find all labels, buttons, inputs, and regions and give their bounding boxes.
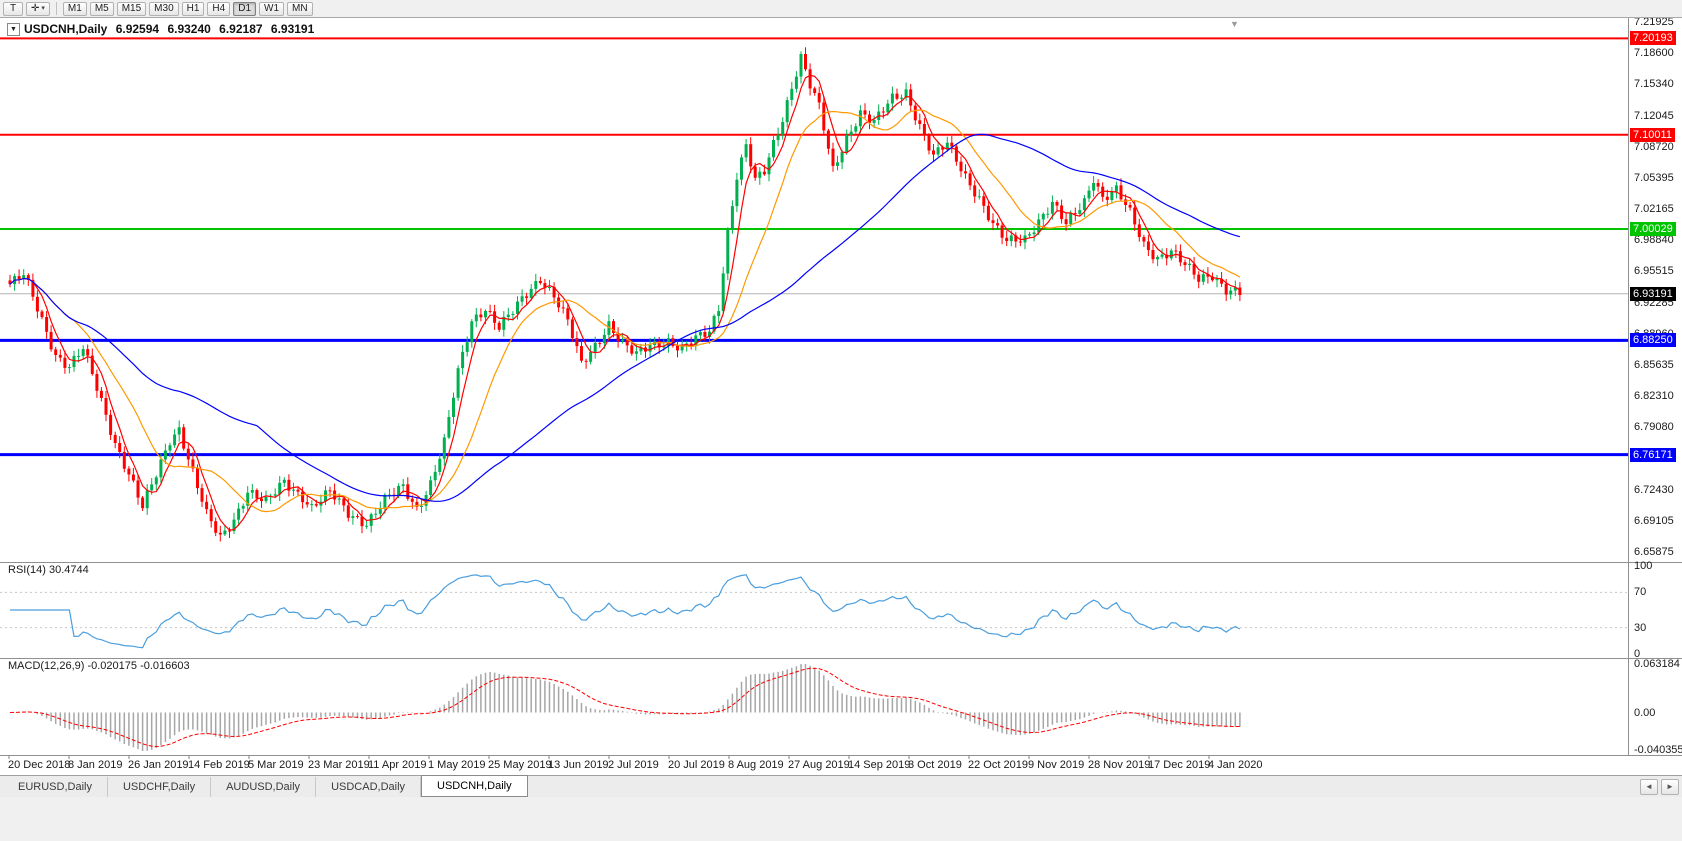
- date-axis-label: 28 Nov 2019: [1088, 759, 1151, 771]
- price-axis-label: 7.05395: [1634, 171, 1674, 184]
- chart-title: USDCNH,Daily 6.92594 6.93240 6.92187 6.9…: [24, 22, 319, 36]
- tab-scroll-left-button[interactable]: ◄: [1640, 778, 1658, 795]
- date-axis-label: 20 Dec 2018: [8, 759, 71, 771]
- macd-axis-label: -0.040355: [1634, 744, 1682, 756]
- date-axis-label: 5 Mar 2019: [248, 759, 304, 771]
- tab-usdcad-daily[interactable]: USDCAD,Daily: [316, 776, 422, 797]
- level-price-badge: 6.88250: [1630, 333, 1676, 348]
- ohlc-low: 6.92187: [219, 22, 263, 36]
- date-axis-label: 13 Jun 2019: [548, 759, 609, 771]
- price-axis-label: 7.18600: [1634, 47, 1674, 60]
- price-axis-label: 7.08720: [1634, 140, 1674, 153]
- date-axis-label: 9 Nov 2019: [1028, 759, 1085, 771]
- date-axis-label: 3 Oct 2019: [908, 759, 962, 771]
- macd-axis-label: 0.00: [1634, 706, 1656, 719]
- chart-shift-marker-icon[interactable]: ▼: [1230, 19, 1239, 29]
- price-axis-label: 6.69105: [1634, 514, 1674, 527]
- rsi-axis-label: 30: [1634, 621, 1647, 634]
- price-axis-label: 6.72430: [1634, 483, 1674, 496]
- level-price-badge: 7.20193: [1630, 31, 1676, 46]
- ohlc-high: 6.93240: [167, 22, 211, 36]
- price-axis-label: 6.65875: [1634, 546, 1674, 558]
- timeframe-button-h1[interactable]: H1: [181, 1, 205, 16]
- chevron-down-icon: ▾: [41, 5, 45, 12]
- ohlc-open: 6.92594: [115, 22, 160, 36]
- crosshair-icon: ✛: [31, 2, 40, 14]
- date-axis-label: 4 Jan 2020: [1208, 759, 1263, 771]
- toolbar: T ✛ ▾ M1 M5 M15 M30 H1 H4 D1 W1 MN: [0, 0, 1682, 18]
- date-axis-label: 26 Jan 2019: [128, 759, 189, 771]
- date-axis-label: 22 Oct 2019: [968, 759, 1028, 771]
- date-axis-label: 14 Sep 2019: [848, 759, 911, 771]
- tab-usdcnh-daily[interactable]: USDCNH,Daily: [421, 774, 528, 797]
- price-axis-label: 6.85635: [1634, 358, 1674, 371]
- timeframe-button-h4[interactable]: H4: [207, 1, 231, 16]
- date-axis-label: 14 Feb 2019: [188, 759, 250, 771]
- text-tool-button[interactable]: T: [3, 1, 23, 16]
- price-axis-label: 6.98840: [1634, 234, 1674, 247]
- date-axis-label: 8 Jan 2019: [68, 759, 123, 771]
- timeframe-button-m15[interactable]: M15: [116, 1, 147, 16]
- price-axis[interactable]: 7.21925 7.18600 7.15340 7.12045 7.08720 7.053…: [1630, 0, 1682, 775]
- price-axis-label: 7.21925: [1634, 16, 1674, 28]
- rsi-indicator-label: RSI(14) 30.4744: [8, 564, 89, 576]
- date-axis-label: 23 Mar 2019: [308, 759, 370, 771]
- date-axis-label: 20 Jul 2019: [668, 759, 725, 771]
- collapse-arrow-icon: ▼: [10, 26, 17, 33]
- macd-indicator-label: MACD(12,26,9) -0.020175 -0.016603: [8, 660, 190, 672]
- level-price-badge: 7.00029: [1630, 222, 1676, 236]
- one-click-collapse-button[interactable]: ▼: [7, 23, 20, 36]
- level-price-badge: 7.10011: [1630, 127, 1675, 142]
- level-price-badge: 6.76171: [1630, 447, 1676, 462]
- price-axis-label: 7.12045: [1634, 109, 1674, 122]
- timeframe-button-m1[interactable]: M1: [62, 1, 87, 16]
- window-bottom-fill: [0, 797, 1682, 841]
- price-axis-label: 6.82310: [1634, 390, 1674, 403]
- crosshair-tool-button[interactable]: ✛ ▾: [26, 1, 50, 16]
- chart-plot-area[interactable]: [0, 18, 1628, 562]
- timeframe-button-m30[interactable]: M30: [149, 1, 179, 16]
- date-axis-label: 2 Jul 2019: [608, 759, 659, 771]
- price-axis-label: 7.02165: [1634, 203, 1674, 216]
- rsi-axis-label: 0: [1634, 648, 1641, 660]
- chart-tab-bar: EURUSD,Daily USDCHF,Daily AUDUSD,Daily U…: [0, 774, 1682, 797]
- timeframe-button-w1[interactable]: W1: [259, 1, 285, 16]
- date-axis-label: 27 Aug 2019: [788, 759, 850, 771]
- timeframe-button-m5[interactable]: M5: [89, 1, 114, 16]
- price-axis-label: 7.15340: [1634, 78, 1674, 91]
- date-axis-label: 17 Dec 2019: [1148, 759, 1211, 771]
- tab-usdchf-daily[interactable]: USDCHF,Daily: [108, 776, 212, 797]
- date-axis-label: 8 Aug 2019: [728, 759, 784, 771]
- date-axis-label: 11 Apr 2019: [368, 759, 427, 771]
- rsi-axis-label: 100: [1634, 560, 1653, 572]
- price-axis-label: 6.95515: [1634, 265, 1674, 278]
- date-axis-label: 25 May 2019: [488, 759, 552, 771]
- time-axis[interactable]: 20 Dec 2018 8 Jan 2019 26 Jan 2019 14 Feb 2…: [0, 756, 1628, 775]
- macd-axis-label: 0.063184: [1634, 658, 1680, 670]
- toolbar-separator: [55, 2, 57, 15]
- chart-symbol-label: USDCNH,Daily: [24, 22, 108, 36]
- current-price-badge: 6.93191: [1630, 286, 1676, 301]
- rsi-panel-area[interactable]: [0, 562, 1628, 658]
- tab-eurusd-daily[interactable]: EURUSD,Daily: [3, 776, 108, 797]
- tab-scroll-right-button[interactable]: ►: [1661, 778, 1679, 795]
- timeframe-button-mn[interactable]: MN: [287, 1, 313, 16]
- rsi-axis-label: 70: [1634, 586, 1647, 599]
- date-axis-label: 1 May 2019: [428, 759, 486, 771]
- ohlc-close: 6.93191: [270, 22, 315, 36]
- chart-background: [0, 18, 1682, 775]
- tab-audusd-daily[interactable]: AUDUSD,Daily: [211, 776, 317, 797]
- price-axis-label: 6.79080: [1634, 421, 1674, 434]
- macd-panel-area[interactable]: [0, 658, 1628, 755]
- timeframe-button-d1[interactable]: D1: [233, 1, 257, 16]
